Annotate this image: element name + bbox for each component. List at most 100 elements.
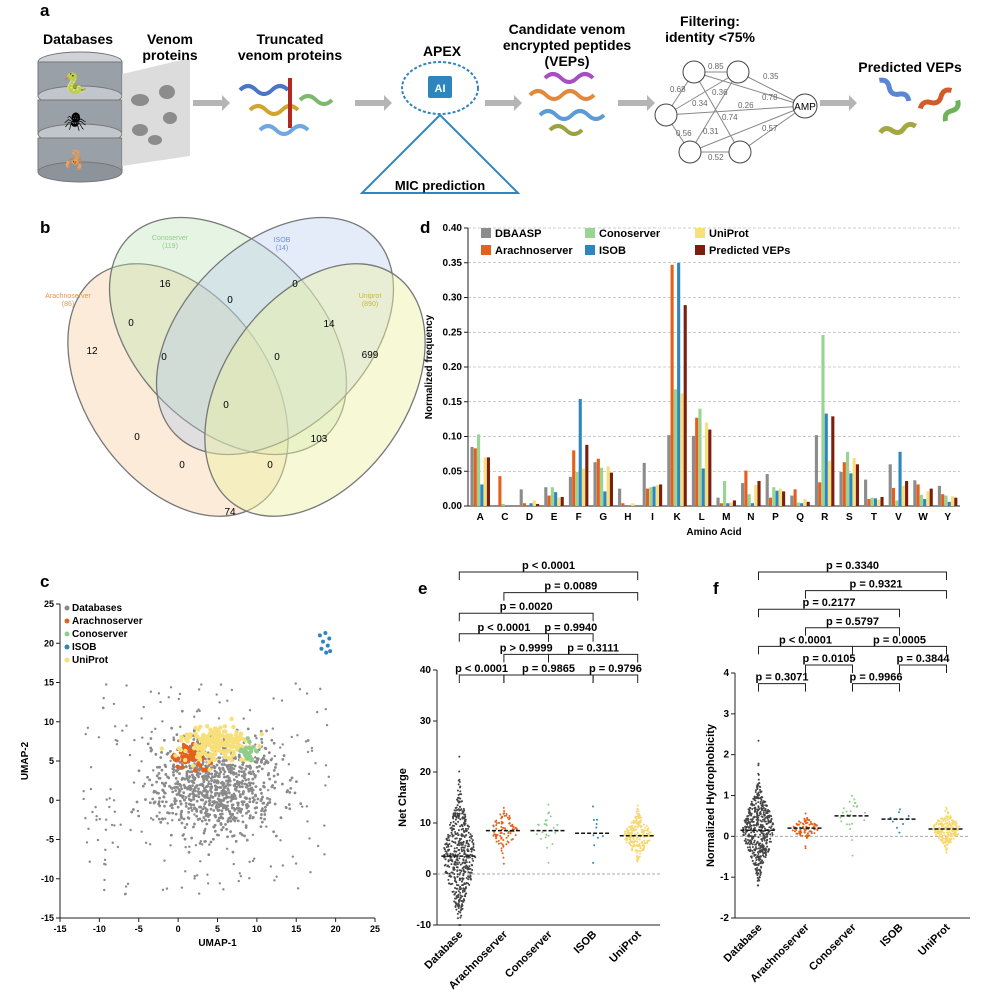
point-databases [213, 784, 217, 788]
dot-uniprot [635, 858, 638, 861]
point-databases [274, 834, 278, 838]
bar-uniprot [852, 458, 856, 506]
dot-uniprot [951, 833, 954, 836]
point-databases [180, 709, 184, 713]
point-uniprot [200, 748, 205, 754]
point-databases [180, 794, 183, 798]
dot-uniprot [940, 820, 943, 823]
point-databases [214, 780, 218, 784]
region-count: 0 [161, 352, 167, 363]
dot-conoserver [848, 823, 851, 826]
p-value-label: p = 0.0089 [544, 581, 597, 593]
dot-database [757, 868, 760, 871]
dot-arachnoserver [799, 828, 802, 831]
point-databases [306, 738, 310, 742]
dot-uniprot [956, 827, 959, 830]
point-databases [235, 785, 239, 789]
x-tick-label: F [576, 512, 582, 523]
dot-uniprot [628, 825, 631, 828]
point-databases [217, 774, 221, 777]
point-uniprot [221, 742, 226, 747]
point-databases [268, 798, 272, 801]
point-databases [276, 773, 280, 776]
point-databases [279, 839, 282, 842]
region-count: 0 [179, 460, 185, 471]
dot-uniprot [630, 829, 633, 832]
p-value-label: p < 0.0001 [477, 622, 530, 634]
point-databases [103, 888, 106, 892]
point-databases [184, 845, 187, 849]
point-databases [324, 707, 327, 711]
dot-database [453, 824, 456, 827]
dot-database [756, 822, 759, 825]
bar-isob [824, 413, 828, 506]
dot-database [748, 810, 751, 813]
svg-text:0.56: 0.56 [676, 129, 692, 138]
point-databases [274, 762, 278, 766]
significance-bracket [852, 683, 900, 692]
point-databases [268, 777, 272, 781]
dot-arachnoserver [502, 862, 505, 865]
dot-database [759, 862, 762, 865]
dot-database [458, 904, 461, 907]
dot-uniprot [943, 823, 946, 826]
dot-uniprot [644, 842, 647, 845]
dot-database [455, 823, 458, 826]
dot-conoserver [545, 833, 548, 836]
point-databases [301, 805, 304, 808]
y-tick-label: 20 [44, 638, 54, 648]
point-databases [190, 773, 194, 777]
legend-label: Arachnoserver [495, 245, 573, 257]
dot-arachnoserver [808, 830, 811, 833]
dot-uniprot [638, 850, 641, 853]
point-databases [238, 794, 242, 798]
point-databases [244, 778, 248, 782]
bar-arachnoserver [768, 497, 773, 506]
dot-database [470, 837, 473, 840]
dot-database [454, 897, 457, 900]
point-uniprot [202, 745, 207, 750]
point-uniprot [229, 758, 234, 763]
point-uniprot [257, 744, 262, 749]
point-databases [207, 799, 211, 803]
dot-arachnoserver [810, 822, 813, 825]
bar-dbaasp [839, 471, 843, 506]
point-databases [155, 780, 159, 784]
point-uniprot [182, 757, 188, 763]
y-tick-label: 10 [44, 717, 54, 727]
bar-dbaasp [568, 476, 572, 506]
point-databases [236, 819, 240, 823]
dot-database [458, 755, 461, 758]
region-count: 0 [274, 352, 280, 363]
point-uniprot [205, 740, 210, 745]
point-databases [288, 807, 292, 811]
point-databases [82, 797, 85, 801]
point-databases [234, 839, 238, 843]
x-axis-label: UMAP-1 [198, 938, 237, 949]
point-databases [170, 806, 174, 810]
dot-database [457, 808, 460, 811]
point-databases [254, 756, 257, 759]
dot-conoserver [853, 798, 856, 801]
dot-database [464, 871, 467, 874]
point-arachnoserver [196, 761, 201, 766]
dot-conoserver [548, 811, 551, 814]
point-databases [282, 754, 286, 757]
point-databases [260, 813, 263, 816]
dot-database [762, 806, 765, 809]
point-databases [269, 758, 273, 762]
x-tick-label: D [526, 512, 533, 523]
step-venom-proteins: Venom proteins [142, 31, 197, 63]
dot-uniprot [631, 849, 634, 852]
point-databases [225, 792, 229, 795]
dot-database [467, 825, 470, 828]
point-databases [137, 814, 141, 818]
significance-bracket [805, 627, 900, 636]
dot-arachnoserver [509, 832, 512, 835]
dot-database [759, 823, 762, 826]
point-databases [223, 770, 227, 774]
dot-database [460, 833, 463, 836]
point-databases [299, 802, 303, 806]
point-databases [231, 763, 235, 767]
